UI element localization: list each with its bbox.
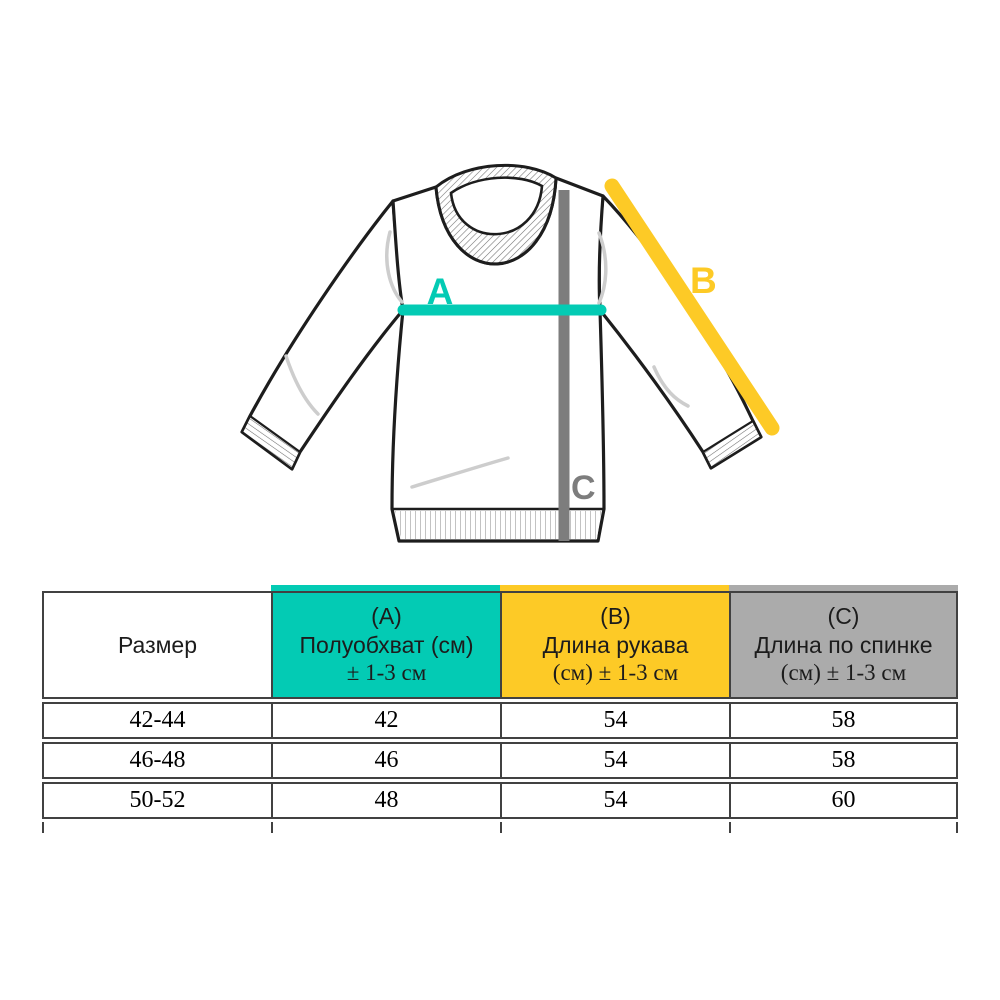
cell-size: 46-48 (42, 742, 271, 779)
label-a: A (427, 271, 454, 312)
cutoff-row-stub (42, 822, 958, 833)
left-sleeve-fold (284, 354, 320, 416)
left-armhole-fold (385, 230, 404, 304)
header-a-half-chest: (A) Полуобхват (см) ± 1-3 см (271, 591, 500, 699)
cell-size: 42-44 (42, 702, 271, 739)
sweater-measurement-diagram: A B C (240, 163, 780, 543)
sleeve-length-measure-line-b (604, 178, 780, 436)
label-c: C (571, 469, 596, 507)
cell-a: 48 (271, 782, 500, 819)
right-armhole-fold (597, 231, 608, 305)
table-row: 50-52 48 54 60 (42, 782, 958, 819)
table-row: 42-44 42 54 58 (42, 702, 958, 739)
cell-b: 54 (500, 742, 729, 779)
right-cuff-rib (701, 419, 763, 470)
size-table-header-row: Размер (A) Полуобхват (см) ± 1-3 см (B) … (42, 591, 958, 699)
cell-a: 42 (271, 702, 500, 739)
cell-c: 58 (729, 702, 958, 739)
header-c-back-length: (C) Длина по спинке (см) ± 1-3 см (729, 591, 958, 699)
size-table: Размер (A) Полуобхват (см) ± 1-3 см (B) … (42, 588, 958, 836)
hem-rib (395, 511, 601, 539)
cell-b: 54 (500, 702, 729, 739)
left-cuff-rib (240, 414, 302, 471)
cell-size: 50-52 (42, 782, 271, 819)
label-b: B (690, 260, 717, 301)
collar-opening (449, 176, 544, 236)
cell-c: 58 (729, 742, 958, 779)
body-bottom-fold (410, 456, 510, 489)
right-sleeve-fold (652, 365, 690, 408)
header-b-sleeve-length: (B) Длина рукава (см) ± 1-3 см (500, 591, 729, 699)
header-size: Размер (42, 591, 271, 699)
cell-a: 46 (271, 742, 500, 779)
right-sleeve (597, 194, 763, 470)
table-row: 46-48 46 54 58 (42, 742, 958, 779)
cell-b: 54 (500, 782, 729, 819)
sweater-technical-drawing: A B C (240, 163, 780, 543)
cell-c: 60 (729, 782, 958, 819)
